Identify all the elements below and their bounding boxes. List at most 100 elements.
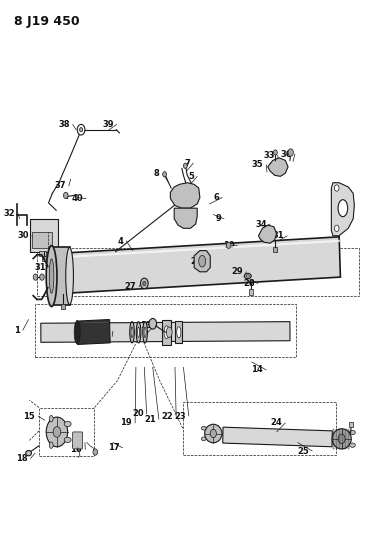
- Text: 15: 15: [23, 411, 35, 421]
- Circle shape: [63, 192, 68, 199]
- FancyBboxPatch shape: [73, 432, 83, 449]
- Text: 37: 37: [54, 181, 66, 190]
- Circle shape: [77, 124, 85, 135]
- Text: 12: 12: [97, 332, 109, 341]
- Ellipse shape: [166, 327, 172, 337]
- Text: 35: 35: [251, 160, 263, 169]
- Ellipse shape: [74, 320, 80, 344]
- Text: 20: 20: [132, 409, 143, 418]
- Text: 36: 36: [280, 150, 292, 159]
- Text: 10: 10: [223, 241, 234, 250]
- Ellipse shape: [136, 321, 141, 343]
- Bar: [332, 429, 334, 449]
- Ellipse shape: [130, 321, 135, 343]
- Text: 13: 13: [140, 321, 151, 330]
- Circle shape: [338, 434, 345, 443]
- Text: 30: 30: [17, 231, 29, 240]
- Circle shape: [334, 185, 339, 191]
- Circle shape: [79, 127, 83, 132]
- Text: 22: 22: [161, 411, 173, 421]
- Text: 18: 18: [16, 454, 27, 463]
- Ellipse shape: [164, 326, 169, 338]
- Ellipse shape: [246, 275, 249, 277]
- Circle shape: [163, 172, 167, 177]
- Bar: [61, 304, 65, 309]
- Polygon shape: [331, 183, 354, 236]
- Circle shape: [334, 225, 339, 231]
- Text: 11: 11: [334, 209, 346, 218]
- Bar: [345, 429, 346, 449]
- Bar: [37, 248, 359, 296]
- Text: 26: 26: [190, 257, 202, 265]
- Bar: [335, 429, 337, 449]
- Ellipse shape: [64, 421, 71, 426]
- Text: 29: 29: [231, 268, 243, 276]
- Ellipse shape: [46, 246, 57, 306]
- Ellipse shape: [49, 259, 54, 293]
- Text: 6: 6: [213, 193, 219, 202]
- Polygon shape: [174, 208, 197, 228]
- Ellipse shape: [204, 424, 222, 443]
- Text: 17: 17: [108, 443, 119, 453]
- Ellipse shape: [338, 200, 348, 216]
- Text: 27: 27: [124, 282, 136, 291]
- Ellipse shape: [144, 327, 146, 337]
- Circle shape: [183, 163, 187, 168]
- Circle shape: [33, 274, 38, 280]
- FancyBboxPatch shape: [30, 219, 58, 252]
- Text: 28: 28: [243, 279, 255, 288]
- Text: 3: 3: [57, 295, 63, 304]
- Circle shape: [93, 449, 98, 455]
- Polygon shape: [176, 321, 182, 343]
- Ellipse shape: [244, 273, 251, 279]
- Ellipse shape: [350, 430, 355, 434]
- Text: 34: 34: [255, 220, 267, 229]
- Ellipse shape: [199, 255, 206, 267]
- Polygon shape: [69, 237, 341, 293]
- Text: 16: 16: [70, 445, 82, 454]
- Ellipse shape: [49, 416, 53, 422]
- Polygon shape: [268, 158, 288, 176]
- Bar: [350, 422, 353, 426]
- Bar: [348, 429, 350, 449]
- Polygon shape: [77, 319, 110, 344]
- Text: 8 J19 450: 8 J19 450: [14, 14, 80, 28]
- Text: 8: 8: [154, 169, 160, 178]
- Ellipse shape: [66, 247, 74, 305]
- Text: 21: 21: [144, 415, 156, 424]
- Ellipse shape: [201, 437, 206, 441]
- Circle shape: [149, 318, 156, 329]
- Circle shape: [143, 281, 146, 286]
- Text: 7: 7: [185, 159, 190, 167]
- Ellipse shape: [332, 429, 351, 449]
- Bar: [249, 289, 253, 295]
- Circle shape: [226, 242, 231, 248]
- Ellipse shape: [131, 327, 133, 337]
- Bar: [32, 232, 52, 248]
- Polygon shape: [194, 251, 210, 272]
- Bar: [42, 256, 46, 261]
- Text: 31: 31: [35, 263, 47, 272]
- Ellipse shape: [177, 327, 181, 338]
- Text: 5: 5: [188, 172, 194, 181]
- Bar: [342, 429, 343, 449]
- Ellipse shape: [138, 327, 140, 337]
- Circle shape: [140, 278, 148, 289]
- Polygon shape: [223, 427, 332, 447]
- Text: 39: 39: [102, 120, 114, 129]
- Polygon shape: [41, 321, 290, 342]
- Text: 25: 25: [298, 447, 309, 456]
- Text: 4: 4: [117, 237, 123, 246]
- Text: 2: 2: [45, 260, 50, 268]
- Text: 31: 31: [273, 231, 284, 240]
- Bar: [39, 251, 46, 256]
- Circle shape: [46, 417, 68, 447]
- Bar: [339, 429, 340, 449]
- Text: 9: 9: [215, 214, 221, 223]
- Ellipse shape: [350, 443, 355, 447]
- Circle shape: [53, 426, 61, 437]
- Text: 32: 32: [3, 209, 15, 218]
- Text: 24: 24: [271, 418, 282, 427]
- Ellipse shape: [143, 321, 147, 343]
- Text: 23: 23: [174, 411, 186, 421]
